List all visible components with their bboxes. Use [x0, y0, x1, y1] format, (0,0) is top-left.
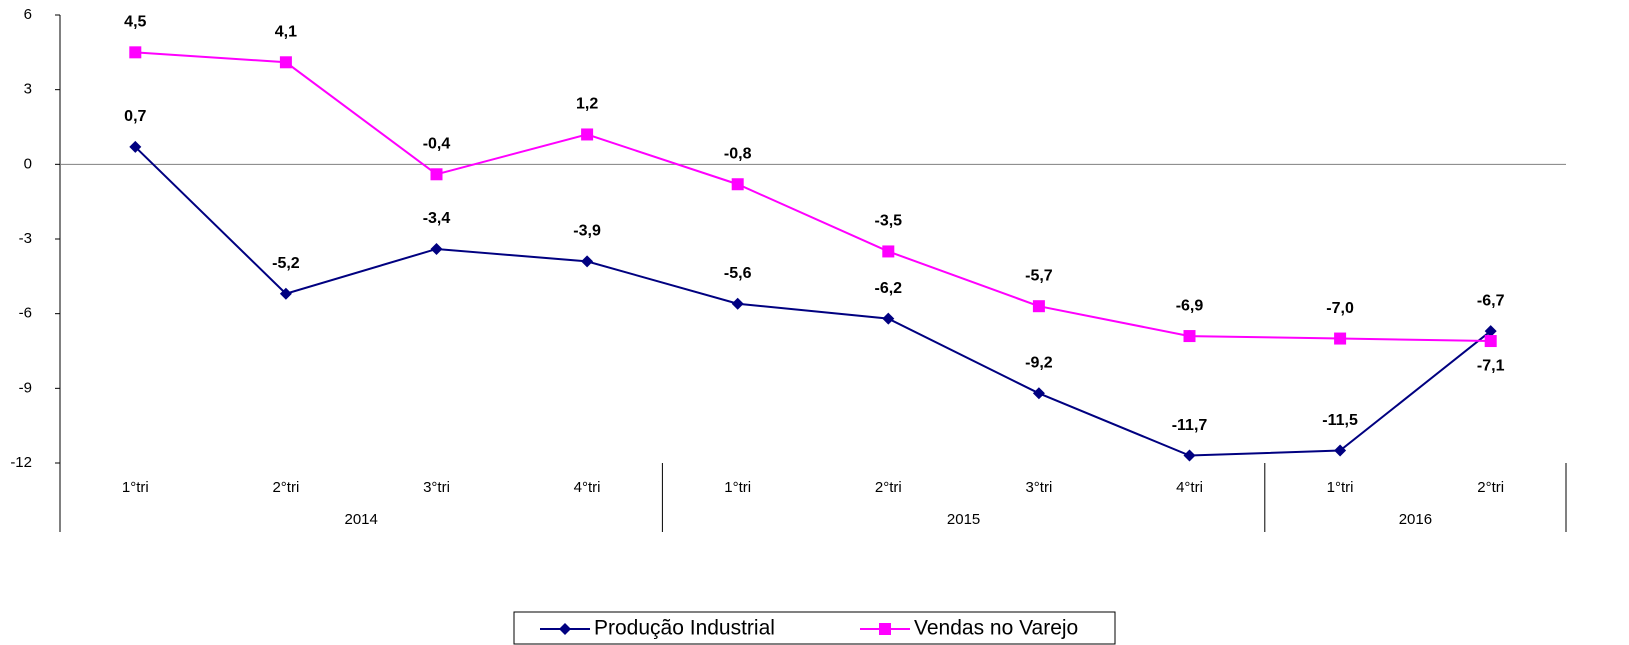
marker: [1032, 300, 1045, 313]
marker: [129, 140, 142, 153]
x-tick-label: 3°tri: [1025, 479, 1052, 496]
y-tick-label: -12: [10, 454, 32, 471]
marker: [1484, 325, 1497, 338]
data-label: -3,4: [423, 210, 451, 227]
marker: [1484, 335, 1497, 348]
marker: [129, 46, 142, 59]
data-label: 1,2: [576, 96, 598, 113]
data-label: -6,7: [1477, 292, 1505, 309]
marker: [882, 245, 895, 258]
data-label: -5,2: [272, 255, 300, 272]
x-tick-label: 1°tri: [122, 479, 149, 496]
marker: [1183, 330, 1196, 343]
marker: [1032, 387, 1045, 400]
marker: [279, 56, 292, 69]
marker: [882, 312, 895, 325]
x-tick-label: 2°tri: [875, 479, 902, 496]
marker: [1183, 449, 1196, 462]
data-label: 4,1: [275, 24, 297, 41]
data-label: -5,6: [724, 265, 752, 282]
x-tick-label: 2°tri: [1477, 479, 1504, 496]
marker: [731, 297, 744, 310]
x-tick-label: 4°tri: [1176, 479, 1203, 496]
marker: [559, 623, 571, 635]
data-label: -0,8: [724, 145, 752, 162]
series-line: [134, 146, 1492, 457]
marker: [731, 178, 744, 191]
marker: [1334, 332, 1347, 345]
x-group-label: 2015: [947, 511, 980, 528]
x-tick-label: 1°tri: [724, 479, 751, 496]
marker: [430, 168, 443, 181]
y-tick-label: 0: [24, 155, 32, 172]
y-tick-label: -6: [19, 305, 32, 322]
data-label: -9,2: [1025, 355, 1053, 372]
data-label: -7,0: [1326, 300, 1354, 317]
data-label: 0,7: [124, 108, 146, 125]
data-label: -6,2: [875, 280, 903, 297]
marker: [581, 128, 594, 141]
data-label: -6,9: [1176, 297, 1204, 314]
marker: [430, 242, 443, 255]
marker: [879, 623, 891, 635]
x-group-label: 2014: [345, 511, 378, 528]
y-tick-label: -9: [19, 379, 32, 396]
y-tick-label: -3: [19, 230, 32, 247]
data-label: -0,4: [423, 136, 451, 153]
legend-label: Vendas no Varejo: [914, 617, 1078, 640]
legend-label: Produção Industrial: [594, 617, 775, 640]
marker: [1334, 444, 1347, 457]
marker: [279, 287, 292, 300]
data-label: -11,7: [1172, 417, 1208, 434]
data-label: -3,5: [875, 213, 903, 230]
x-tick-label: 2°tri: [272, 479, 299, 496]
marker: [581, 255, 594, 268]
y-tick-label: 3: [24, 81, 32, 98]
legend-box: [513, 611, 1116, 645]
data-label: -3,9: [573, 223, 601, 240]
data-label: -7,1: [1477, 357, 1505, 374]
data-label: -11,5: [1322, 412, 1358, 429]
x-tick-label: 3°tri: [423, 479, 450, 496]
x-tick-label: 1°tri: [1327, 479, 1354, 496]
series-line: [135, 51, 1491, 343]
data-label: -5,7: [1025, 267, 1053, 284]
x-tick-label: 4°tri: [574, 479, 601, 496]
y-tick-label: 6: [24, 6, 32, 23]
x-group-label: 2016: [1399, 511, 1432, 528]
data-label: 4,5: [124, 14, 146, 31]
